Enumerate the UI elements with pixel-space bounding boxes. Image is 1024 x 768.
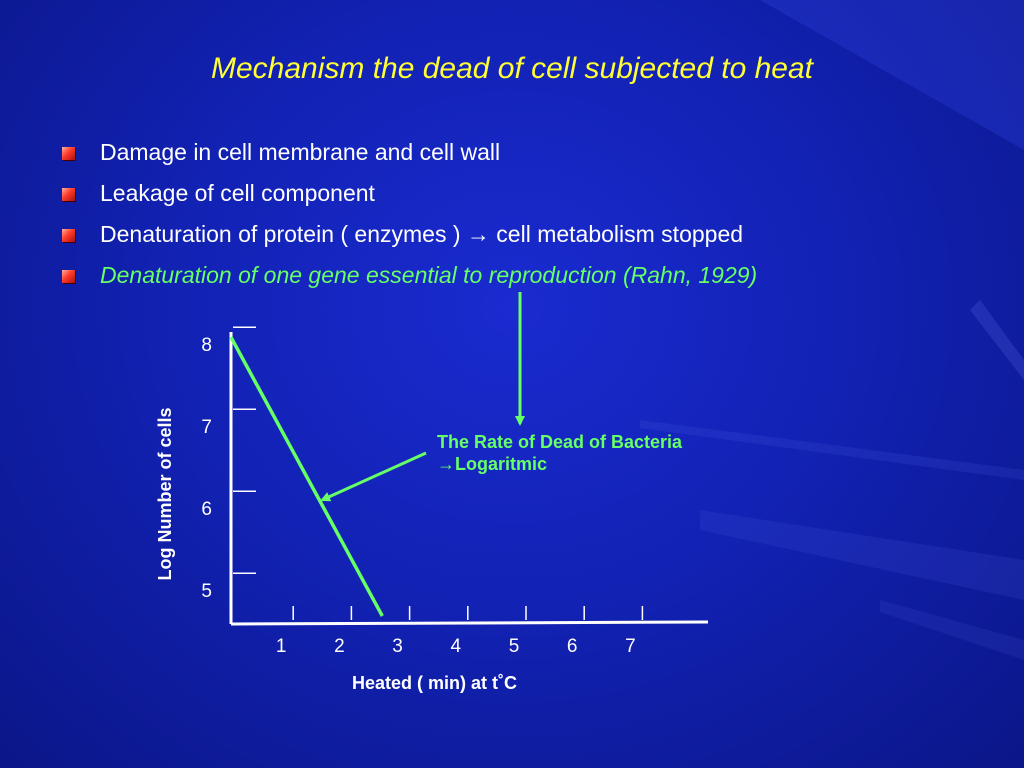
square-bullet-icon <box>62 229 75 242</box>
y-axis-title: Log Number of cells <box>155 407 175 580</box>
square-bullet-icon <box>62 270 75 283</box>
bullet-text: Leakage of cell component <box>100 180 375 206</box>
y-tick-label: 8 <box>201 335 212 356</box>
bullet-text: Denaturation of one gene essential to re… <box>100 262 758 288</box>
x-tick-label: 4 <box>451 636 462 657</box>
square-bullet-icon <box>62 188 75 201</box>
x-axis <box>230 620 709 626</box>
y-tick-label: 6 <box>201 499 212 520</box>
bullet-item: Damage in cell membrane and cell wall <box>62 136 757 177</box>
x-ticks: 1 2 3 4 5 6 7 <box>276 606 644 657</box>
y-ticks: 5 6 7 8 <box>201 326 256 602</box>
x-tick-label: 6 <box>567 636 578 657</box>
x-tick-label: 1 <box>276 636 287 657</box>
bullet-list: Damage in cell membrane and cell wall Le… <box>62 136 757 300</box>
annotation-line-1: The Rate of Dead of Bacteria <box>437 432 683 452</box>
annotation: The Rate of Dead of Bacteria →Logaritmic <box>437 431 682 475</box>
x-tick-label: 5 <box>509 636 520 657</box>
x-tick-label: 2 <box>334 636 345 657</box>
y-tick-label: 7 <box>201 417 212 438</box>
bullet-item: Denaturation of protein ( enzymes ) → ce… <box>62 218 757 259</box>
x-axis-title: Heated ( min) at t˚C <box>352 673 517 693</box>
bullet-text: Damage in cell membrane and cell wall <box>100 139 501 165</box>
bullet-item: Denaturation of one gene essential to re… <box>62 259 757 300</box>
pointer-arrow <box>320 451 427 502</box>
series-line <box>229 336 384 617</box>
slide-title: Mechanism the dead of cell subjected to … <box>210 52 814 85</box>
annotation-line-2: →Logaritmic <box>437 454 548 474</box>
square-bullet-icon <box>62 147 75 160</box>
bullet-text: Denaturation of protein ( enzymes ) → ce… <box>100 221 744 247</box>
bullet-item: Leakage of cell component <box>62 177 757 218</box>
x-tick-label: 7 <box>625 636 636 657</box>
x-tick-label: 3 <box>392 636 403 657</box>
y-tick-label: 5 <box>201 581 212 602</box>
